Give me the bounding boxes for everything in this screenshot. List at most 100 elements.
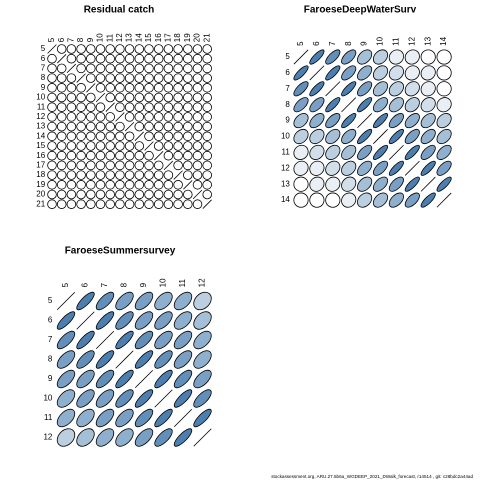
ellipse [153,189,164,200]
x-label: 9 [360,41,369,46]
ellipse [153,160,164,171]
ellipse [193,311,212,330]
ellipse [47,102,57,112]
ellipse [309,97,325,113]
ellipse [124,112,135,122]
ellipse [66,73,77,83]
ellipse [193,291,212,311]
ellipse [115,199,125,209]
y-label: 11 [44,413,53,422]
ellipse [86,160,96,171]
ellipse [86,189,96,200]
ellipse [404,113,420,129]
ellipse [56,83,67,93]
ellipse [183,44,193,54]
ellipse [86,63,96,74]
ellipse [404,144,420,160]
ellipse [134,330,154,350]
ellipse [56,160,67,171]
ellipse [293,65,309,81]
y-label: 20 [36,190,45,199]
ellipse [193,389,212,408]
ellipse [105,170,115,180]
ellipse [115,131,125,142]
ellipse [173,141,183,151]
ellipse [309,176,325,192]
ellipse [56,428,76,447]
ellipse [56,121,67,132]
ellipse [183,150,193,161]
ellipse [436,97,452,113]
y-label: 21 [36,199,45,208]
ellipse [86,170,96,180]
ellipse [404,192,420,208]
ellipse [163,199,174,209]
ellipse [47,73,57,83]
ellipse [124,160,135,171]
ellipse [293,49,309,65]
x-label: 21 [202,33,211,42]
ellipse [293,160,309,176]
ellipse [183,131,193,142]
ellipse [183,83,193,93]
ellipse [341,81,357,97]
ellipse [134,311,154,330]
ellipse [153,63,164,74]
ellipse [388,49,404,65]
ellipse [66,92,77,103]
ellipse [325,128,341,145]
y-label: 14 [281,195,290,204]
ellipse [144,73,154,83]
y-label: 16 [36,151,45,160]
ellipse [202,102,212,112]
ellipse [192,180,203,190]
ellipse [372,81,389,97]
ellipse [124,150,135,161]
ellipse [134,369,154,389]
ellipse [47,131,57,142]
ellipse [86,112,96,122]
x-label: 13 [125,33,134,42]
ellipse [115,102,125,112]
ellipse [76,141,86,151]
ellipse [124,63,135,74]
ellipse [144,160,154,171]
ellipse [95,44,106,54]
ellipse [76,121,86,132]
ellipse [293,176,309,192]
ellipse [95,369,115,389]
ellipse [115,389,134,408]
ellipse [56,389,76,408]
ellipse [47,150,57,161]
ellipse [192,73,203,83]
ellipse [173,389,193,408]
ellipse [115,160,125,171]
x-label: 12 [407,36,416,45]
x-label: 17 [164,33,173,42]
ellipse [192,102,203,112]
ellipse [372,65,389,81]
ellipse [115,350,134,369]
ellipse [325,81,341,97]
ellipse [341,97,357,113]
ellipse [56,44,67,54]
x-label: 9 [139,282,148,287]
ellipse [66,63,77,74]
ellipse [95,160,106,171]
ellipse [436,160,452,176]
ellipse [173,92,183,103]
ellipse [76,180,86,190]
ellipse [154,408,173,428]
ellipse [47,199,57,209]
ellipse [183,63,193,74]
ellipse [115,291,134,311]
ellipse [95,180,106,190]
ellipse [404,81,420,97]
ellipse [144,121,154,132]
ellipse [124,83,135,93]
ellipse [76,170,86,180]
ellipse [86,141,96,151]
ellipse [66,189,77,200]
ellipse [154,291,173,311]
ellipse [76,408,95,428]
